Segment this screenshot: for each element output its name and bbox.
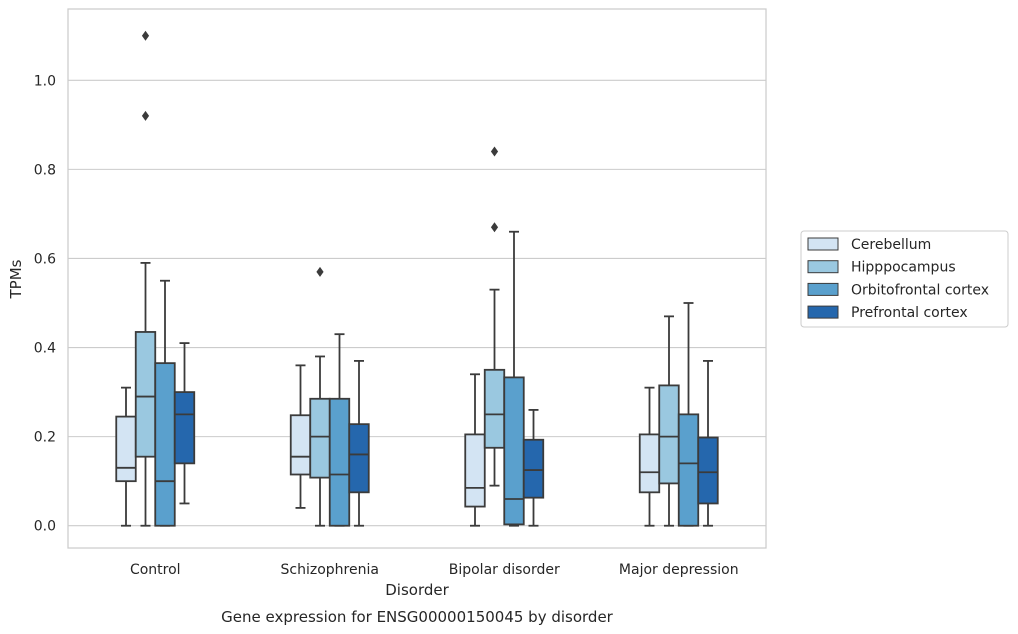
box-hipppocampus (483, 146, 506, 487)
box-prefrontal-cortex (697, 360, 719, 527)
box-iqr (173, 391, 196, 465)
box-iqr (483, 368, 506, 449)
box-iqr (348, 423, 370, 494)
legend-swatch (807, 260, 839, 274)
legend-label: Hipppocampus (851, 260, 956, 276)
legend-swatch (807, 305, 839, 319)
box-iqr (328, 397, 351, 527)
category-group (115, 30, 196, 527)
box-prefrontal-cortex (173, 342, 196, 505)
plot-frame (67, 8, 767, 549)
outlier-point (141, 30, 150, 41)
legend-label: Prefrontal cortex (851, 305, 968, 321)
outlier-point (490, 222, 499, 233)
box-iqr (503, 376, 525, 526)
box-iqr (309, 397, 331, 479)
box-iqr (134, 331, 157, 458)
y-tick-label: 0.2 (34, 430, 56, 446)
box-hipppocampus (658, 315, 680, 527)
x-tick-label: Schizophrenia (281, 562, 379, 578)
legend-frame (800, 230, 1009, 328)
box-prefrontal-cortex (522, 409, 545, 527)
outlier-point (490, 146, 499, 157)
box-cerebellum (638, 386, 661, 527)
legend: Cerebellum Hipppocampus Orbitofrontal cort… (800, 230, 1009, 328)
outlier-point (141, 110, 150, 121)
box-cerebellum (464, 373, 486, 527)
x-tick-labels: Control Schizophrenia Bipolar disorder Majo… (130, 562, 739, 578)
x-tick-label: Major depression (619, 562, 739, 578)
x-axis-label: Disorder (385, 581, 449, 599)
box-iqr (464, 433, 486, 508)
y-axis-label: TPMs (7, 259, 25, 299)
box-cerebellum (115, 386, 137, 527)
legend-swatch (807, 282, 839, 296)
box-iqr (115, 415, 137, 483)
legend-label: Orbitofrontal cortex (851, 282, 989, 298)
y-tick-label: 0.0 (34, 519, 56, 535)
category-group (464, 146, 545, 527)
category-group (638, 302, 719, 527)
chart-caption: Gene expression for ENSG00000150045 by d… (221, 608, 614, 626)
box-iqr (677, 413, 700, 527)
x-tick-label: Bipolar disorder (449, 562, 560, 578)
box-prefrontal-cortex (348, 360, 370, 527)
outlier-point (316, 266, 324, 277)
y-tick-label: 0.4 (34, 341, 56, 357)
legend-label: Cerebellum (851, 237, 931, 253)
box-iqr (638, 433, 661, 494)
y-tick-label: 0.6 (34, 251, 56, 267)
y-tick-labels: 0.0 0.2 0.4 0.6 0.8 1.0 (34, 73, 56, 534)
box-iqr (522, 438, 545, 499)
x-tick-label: Control (130, 562, 181, 578)
box-iqr (697, 436, 719, 505)
box-iqr (154, 362, 176, 527)
y-tick-label: 1.0 (34, 73, 56, 89)
box-iqr (658, 384, 680, 485)
y-tick-label: 0.8 (34, 162, 56, 178)
box-groups (115, 30, 719, 527)
box-iqr (289, 414, 312, 476)
category-group (289, 266, 370, 527)
legend-swatch (807, 237, 839, 251)
